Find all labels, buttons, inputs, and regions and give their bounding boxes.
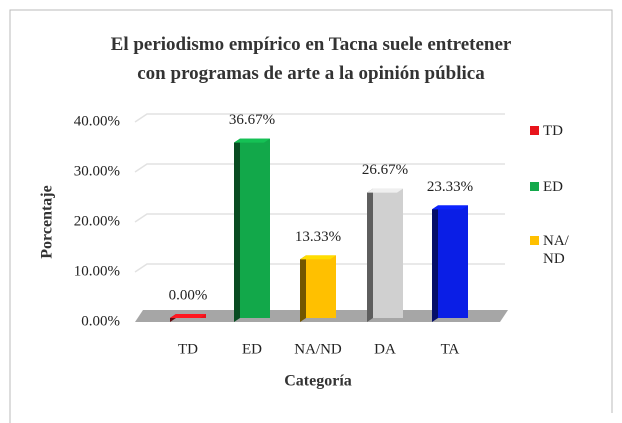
legend-label: NA/ND xyxy=(543,233,569,267)
bar-front xyxy=(240,138,270,318)
y-tick-label: 10.00% xyxy=(74,263,120,279)
x-tick-label: NA/ND xyxy=(294,341,342,357)
bar-front xyxy=(438,205,468,318)
chart-title: El periodismo empírico en Tacna suele en… xyxy=(111,34,512,84)
legend-swatch xyxy=(530,126,539,135)
y-tick-label: 20.00% xyxy=(74,213,120,229)
bar xyxy=(432,205,468,322)
value-label: 0.00% xyxy=(169,287,208,303)
legend-label: TD xyxy=(543,123,563,139)
bar-side xyxy=(367,188,373,322)
legend-label: ED xyxy=(543,179,563,195)
value-label: 26.67% xyxy=(362,162,408,178)
value-label: 23.33% xyxy=(427,179,473,195)
x-axis-title: Categoría xyxy=(284,373,352,390)
grid-line xyxy=(134,113,505,123)
grid-line xyxy=(134,163,505,173)
bar xyxy=(234,138,270,322)
value-label: 13.33% xyxy=(295,229,341,245)
x-tick-label: TA xyxy=(441,341,460,357)
y-tick-label: 30.00% xyxy=(74,163,120,179)
x-tick-label: TD xyxy=(178,341,198,357)
legend-swatch xyxy=(530,236,539,245)
y-axis-title: Porcentaje xyxy=(39,185,56,258)
bar-side xyxy=(300,255,306,322)
bar-front xyxy=(373,188,403,318)
x-tick-label: ED xyxy=(242,341,262,357)
value-label: 36.67% xyxy=(229,112,275,128)
bar-top xyxy=(234,138,270,143)
chart-border xyxy=(9,9,613,423)
x-tick-label: DA xyxy=(374,341,396,357)
bar-top xyxy=(432,205,468,210)
bar-side xyxy=(234,138,240,322)
bar-side xyxy=(432,205,438,322)
legend-swatch xyxy=(530,182,539,191)
y-tick-label: 40.00% xyxy=(74,113,120,129)
bar-top xyxy=(367,188,403,193)
bar-top xyxy=(170,314,206,318)
bar xyxy=(170,314,206,322)
bar xyxy=(300,255,336,322)
bar xyxy=(367,188,403,322)
bar-front xyxy=(306,255,336,318)
bar-top xyxy=(300,255,336,260)
y-tick-label: 0.00% xyxy=(81,313,120,329)
